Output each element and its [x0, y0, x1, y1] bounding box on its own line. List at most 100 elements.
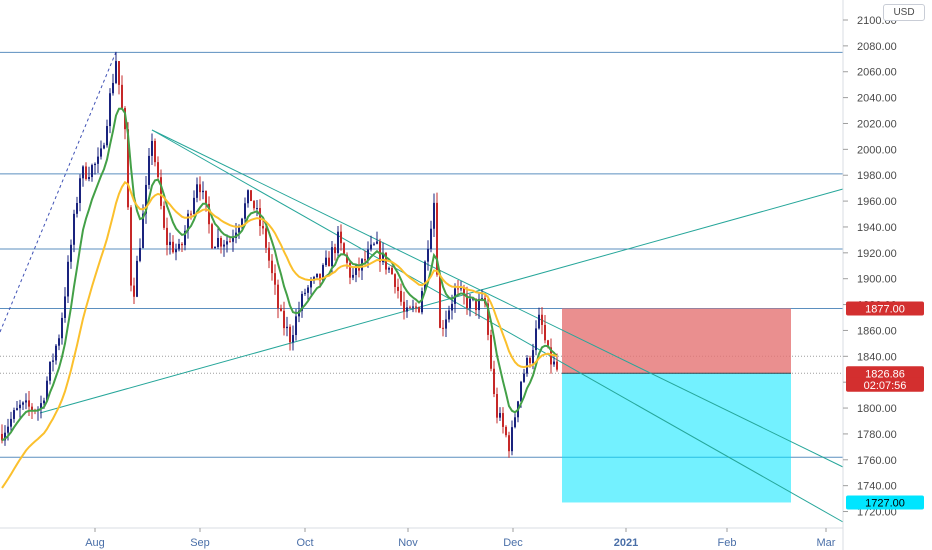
candle-body	[10, 418, 12, 427]
candle-body	[271, 260, 273, 274]
candle-body	[514, 417, 516, 428]
candle-body	[304, 292, 306, 294]
candle-body	[292, 335, 294, 343]
candle-body	[307, 287, 309, 293]
candle-body	[229, 241, 231, 243]
price-tick-label: 1920.00	[857, 248, 897, 260]
trend-line	[39, 188, 844, 414]
candle-body	[310, 280, 312, 288]
candle-body	[523, 373, 525, 382]
price-tick-label: 1780.00	[857, 429, 897, 441]
candle-body	[100, 148, 102, 157]
candle-body	[433, 202, 435, 229]
candle-body	[547, 340, 549, 348]
candle-body	[223, 244, 225, 247]
candle-body	[49, 361, 51, 381]
candle-body	[163, 205, 165, 228]
candle-body	[355, 265, 357, 275]
candle-body	[532, 350, 534, 364]
price-badge-label: 1826.86	[865, 368, 905, 380]
candle-body	[205, 190, 207, 204]
candle-body	[193, 197, 195, 214]
candle-body	[28, 400, 30, 407]
candle-body	[475, 298, 477, 311]
candle-body	[466, 295, 468, 309]
candle-body	[289, 326, 291, 343]
candle-body	[22, 402, 24, 405]
price-badge-label: 1727.00	[865, 497, 905, 509]
candle-body	[451, 303, 453, 311]
price-badge-label: 1877.00	[865, 303, 905, 315]
ema-slow-line	[1, 180, 558, 489]
candle-body	[502, 413, 504, 427]
stop-loss-zone	[562, 308, 791, 374]
candle-body	[469, 298, 471, 309]
candle-body	[82, 166, 84, 179]
candle-body	[214, 246, 216, 249]
candle-body	[322, 265, 324, 281]
candle-body	[1, 433, 3, 441]
candle-body	[19, 404, 21, 409]
candle-body	[373, 243, 375, 245]
trend-lines	[0, 51, 844, 523]
position-tool[interactable]	[562, 308, 791, 503]
candle-body	[538, 314, 540, 329]
price-tick-label: 1980.00	[857, 170, 897, 182]
candle-body	[391, 267, 393, 275]
candle-body	[511, 427, 513, 452]
price-tick-label: 1960.00	[857, 196, 897, 208]
candle-body	[412, 306, 414, 308]
time-axis[interactable]: Aug Sep Oct Nov Dec 2021 Feb Mar	[85, 528, 836, 549]
candle-body	[73, 213, 75, 245]
candle-body	[352, 274, 354, 278]
candle-body	[544, 324, 546, 341]
time-tick-label: 2021	[614, 537, 638, 549]
candle-body	[496, 394, 498, 418]
candle-body	[325, 257, 327, 266]
candle-body	[169, 241, 171, 246]
candle-body	[220, 237, 222, 247]
candle-body	[175, 249, 177, 253]
price-tick-label: 1940.00	[857, 222, 897, 234]
candle-body	[16, 408, 18, 411]
candle-body	[448, 310, 450, 320]
candle-body	[247, 190, 249, 204]
candle-body	[436, 202, 438, 275]
candle-body	[112, 82, 114, 94]
candle-body	[55, 345, 57, 361]
candle-body	[226, 241, 228, 245]
time-tick-label: Mar	[817, 537, 836, 549]
candle-body	[301, 293, 303, 311]
candle-body	[520, 381, 522, 402]
candle-body	[139, 247, 141, 261]
candle-body	[253, 201, 255, 209]
price-tick-label: 1800.00	[857, 403, 897, 415]
candle-body	[43, 400, 45, 404]
candle-body	[364, 259, 366, 261]
candle-body	[340, 231, 342, 244]
price-tick-label: 2040.00	[857, 93, 897, 105]
candle-body	[499, 413, 501, 418]
candle-body	[334, 247, 336, 254]
currency-button[interactable]: USD	[883, 4, 925, 21]
candle-body	[268, 247, 270, 261]
candle-body	[367, 249, 369, 261]
candle-body	[286, 326, 288, 329]
candle-body	[7, 426, 9, 433]
trend-line	[0, 51, 117, 333]
candle-body	[550, 347, 552, 365]
candle-body	[316, 273, 318, 278]
price-tick-label: 1760.00	[857, 455, 897, 467]
moving-averages	[1, 107, 558, 489]
candle-body	[31, 406, 33, 411]
candle-body	[160, 177, 162, 206]
candle-body	[493, 368, 495, 395]
candle-body	[133, 285, 135, 297]
candle-body	[172, 241, 174, 253]
candle-body	[106, 126, 108, 146]
candle-body	[232, 237, 234, 242]
take-profit-zone	[562, 373, 791, 503]
candle-body	[259, 208, 261, 226]
